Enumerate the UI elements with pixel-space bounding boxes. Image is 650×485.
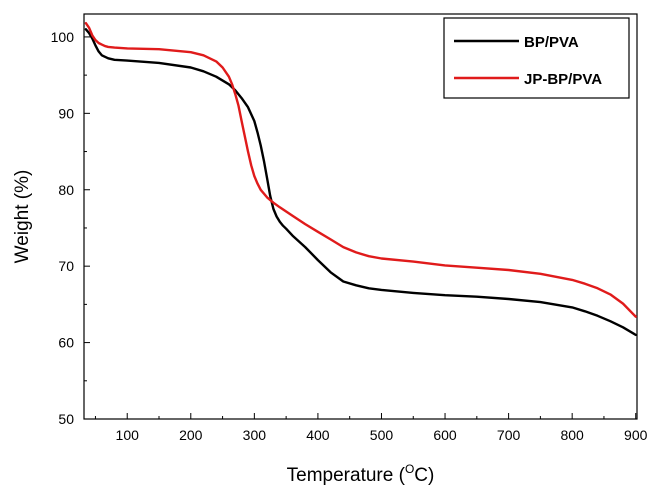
y-tick-label: 60 [58, 335, 74, 351]
x-tick-label: 700 [497, 427, 521, 443]
y-tick-label: 50 [58, 411, 74, 427]
legend-box [443, 17, 630, 99]
series-line-2 [84, 22, 637, 318]
y-axis: 50 60 70 80 90 100 [51, 29, 90, 427]
x-tick-label: 800 [560, 427, 584, 443]
x-tick-label: 100 [116, 427, 140, 443]
x-tick-label: 500 [370, 427, 394, 443]
x-axis-title-paren-close: ) [428, 465, 434, 485]
plot-frame [83, 13, 638, 420]
x-axis-title-unit: C [414, 465, 428, 485]
x-axis-title-unit-superscript: O [405, 462, 414, 476]
x-axis-title-paren-open: ( [399, 465, 406, 485]
legend-label-2: JP-BP/PVA [524, 71, 602, 88]
series-layer [84, 22, 637, 337]
x-axis: 100 200 300 400 500 600 700 800 900 [94, 413, 648, 443]
y-tick-label: 70 [58, 258, 74, 274]
y-tick-label: 100 [51, 29, 75, 45]
legend: BP/PVA JP-BP/PVA [443, 17, 630, 99]
x-tick-label: 900 [624, 427, 648, 443]
x-tick-label: 300 [243, 427, 267, 443]
y-axis-title: Weight (%) [12, 170, 33, 264]
x-tick-label: 600 [433, 427, 457, 443]
y-tick-label: 80 [58, 182, 74, 198]
legend-label-1: BP/PVA [524, 34, 579, 51]
x-axis-title: Temperature (OC) [287, 462, 435, 485]
y-tick-label: 90 [58, 105, 74, 121]
x-tick-label: 400 [306, 427, 330, 443]
plot-area [83, 13, 638, 420]
x-axis-title-text: Temperature [287, 465, 394, 485]
x-tick-label: 200 [179, 427, 203, 443]
